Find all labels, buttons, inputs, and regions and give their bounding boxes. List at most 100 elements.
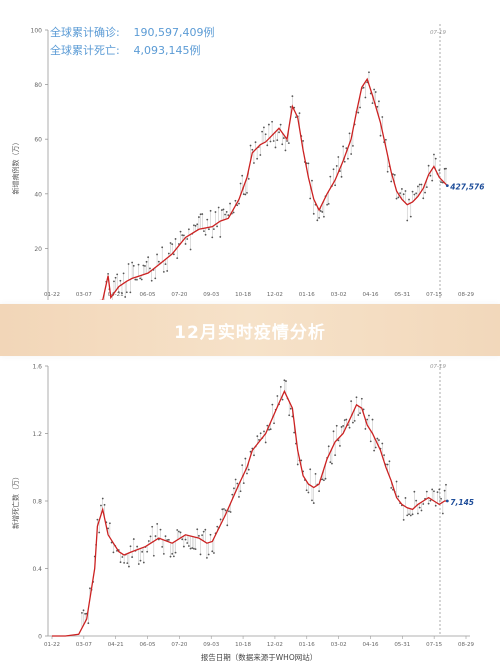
y-tick-label: 0	[38, 634, 42, 641]
deaths-stat-value: 4,093,145例	[133, 44, 201, 57]
data-point	[116, 273, 119, 276]
data-point	[186, 542, 189, 544]
data-point	[232, 211, 235, 214]
data-point	[425, 186, 428, 189]
data-point	[406, 514, 409, 517]
data-point	[261, 130, 264, 133]
data-point	[434, 157, 437, 160]
data-point	[305, 489, 308, 492]
x-tick-label: 01-22	[44, 642, 60, 648]
data-point	[229, 202, 231, 205]
data-point	[96, 518, 99, 521]
data-point	[376, 437, 379, 440]
data-point	[357, 414, 360, 416]
data-point	[286, 140, 288, 142]
data-point	[324, 477, 327, 480]
data-point	[156, 253, 158, 256]
data-point	[418, 183, 421, 186]
x-tick-label: 05-31	[394, 292, 410, 298]
data-point	[284, 149, 287, 152]
x-tick-label: 07-20	[171, 292, 187, 298]
data-point	[249, 144, 252, 147]
data-point	[108, 522, 111, 525]
data-point	[132, 538, 135, 540]
data-point	[295, 116, 297, 119]
data-point	[182, 545, 185, 548]
data-point	[238, 496, 240, 498]
data-point	[189, 547, 192, 550]
data-point	[181, 234, 184, 237]
data-point	[220, 209, 223, 211]
data-point	[368, 414, 370, 417]
data-point	[395, 197, 398, 200]
data-point	[288, 414, 291, 417]
y-tick-label: 20	[34, 246, 42, 253]
data-point	[164, 535, 167, 538]
x-tick-label: 12-02	[267, 642, 283, 648]
data-point	[427, 502, 430, 505]
data-point	[192, 224, 195, 227]
data-point	[167, 252, 170, 255]
x-tick-label: 03-07	[76, 292, 92, 298]
data-point	[222, 208, 225, 211]
data-point	[316, 219, 319, 222]
data-point	[236, 204, 239, 207]
data-point	[166, 539, 169, 541]
global-stats: 全球累计确诊: 190,597,409例 全球累计死亡: 4,093,145例	[50, 24, 214, 60]
data-point	[323, 215, 325, 218]
data-point	[233, 487, 235, 490]
data-point	[251, 148, 254, 151]
data-point	[390, 180, 393, 183]
data-point	[350, 153, 353, 155]
x-tick-label: 06-05	[140, 292, 156, 298]
data-point	[136, 278, 138, 281]
data-point	[417, 185, 419, 188]
data-point	[266, 424, 269, 427]
x-tick-label: 03-02	[331, 292, 347, 298]
data-point	[335, 165, 338, 167]
data-point	[436, 491, 439, 494]
data-point	[209, 209, 212, 212]
x-tick-label: 05-31	[394, 642, 410, 648]
x-tick-label: 03-02	[331, 642, 347, 648]
data-point	[253, 454, 255, 457]
data-point	[136, 545, 139, 548]
data-point	[350, 400, 353, 403]
data-point	[411, 513, 414, 516]
data-point	[179, 531, 182, 534]
data-point	[119, 279, 122, 282]
y-tick-label: 100	[31, 28, 43, 35]
data-point	[169, 555, 172, 558]
data-point	[89, 587, 91, 590]
data-point	[443, 489, 446, 492]
data-point	[217, 206, 220, 209]
data-point	[213, 552, 215, 554]
data-point	[184, 243, 187, 245]
data-point	[427, 164, 430, 167]
data-point	[334, 184, 337, 187]
data-point	[161, 545, 164, 548]
cases-stat-row: 全球累计确诊: 190,597,409例	[50, 24, 214, 42]
data-point	[319, 210, 322, 212]
data-point	[329, 175, 332, 178]
data-point	[129, 291, 132, 294]
data-point	[352, 421, 354, 424]
data-point	[114, 276, 117, 279]
data-point	[131, 261, 134, 264]
x-tick-label: 01-16	[299, 642, 315, 648]
date-marker-label: 07-19	[430, 364, 446, 370]
x-tick-label: 09-03	[203, 642, 219, 648]
data-point	[142, 264, 145, 267]
data-point	[219, 518, 222, 521]
data-point	[307, 491, 310, 494]
data-point	[239, 182, 242, 185]
x-tick-label: 07-15	[426, 292, 442, 298]
data-point	[268, 428, 270, 431]
x-tick-label: 09-03	[203, 292, 219, 298]
data-point	[340, 426, 343, 428]
latest-value-label: 7,145	[450, 498, 474, 507]
y-axis-label: 新增病例数（万）	[11, 139, 20, 195]
data-point	[413, 490, 416, 493]
data-point	[420, 509, 423, 512]
data-point	[236, 482, 239, 485]
